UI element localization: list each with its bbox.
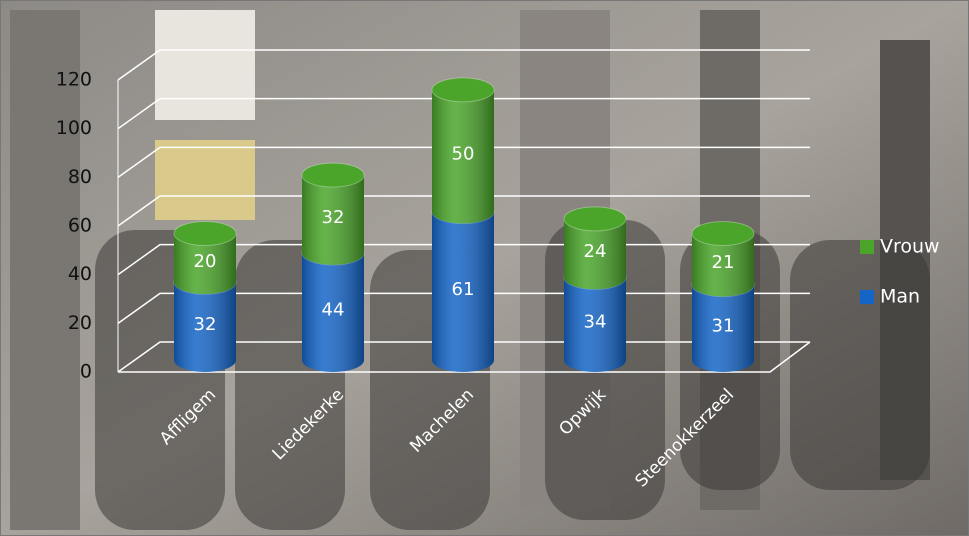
grid-line	[117, 195, 810, 227]
legend-swatch	[860, 290, 874, 304]
floor	[118, 341, 811, 373]
legend-label: Man	[880, 286, 920, 308]
bar-shade	[432, 211, 494, 372]
bar-shade	[692, 233, 754, 297]
y-tick-label: 100	[56, 117, 92, 139]
bar-shade	[432, 89, 494, 224]
bar-top	[301, 162, 365, 188]
bar-top	[563, 206, 627, 232]
bar-top	[173, 220, 237, 246]
y-tick-label: 60	[68, 215, 92, 237]
cylinder-segment	[563, 206, 627, 290]
grid-line	[117, 146, 810, 178]
poster	[155, 140, 255, 220]
y-tick-label: 0	[80, 361, 92, 383]
value-label: 44	[322, 299, 345, 320]
grid-line	[117, 49, 810, 81]
bar-shade	[564, 218, 626, 290]
y-tick-label: 40	[68, 263, 92, 285]
value-label: 34	[584, 312, 607, 333]
value-label: 32	[322, 207, 345, 228]
bar-top	[691, 220, 755, 246]
value-label: 20	[194, 251, 217, 272]
legend-swatch	[860, 240, 874, 254]
value-label: 24	[584, 241, 607, 262]
bar-shade	[302, 252, 364, 372]
cylinder-segment	[691, 220, 755, 297]
legend-label: Vrouw	[880, 236, 940, 258]
grid-line	[117, 97, 810, 130]
bar-shade	[692, 284, 754, 372]
cylinder-segment	[173, 220, 237, 295]
value-label: 32	[194, 314, 217, 335]
wall	[10, 10, 80, 530]
value-label: 50	[452, 144, 475, 165]
value-label: 61	[452, 279, 475, 300]
cylinder-segment	[301, 240, 365, 372]
bar-shade	[174, 282, 236, 372]
y-tick-label: 20	[68, 312, 92, 334]
value-label: 21	[712, 252, 735, 273]
cylinder-segment	[431, 77, 495, 224]
bar-shade	[302, 175, 364, 265]
cylinder-segment	[301, 162, 365, 265]
bar-shade	[174, 233, 236, 295]
y-tick-label: 120	[56, 69, 92, 91]
sign	[155, 10, 255, 120]
bar-top	[431, 77, 495, 103]
y-tick-label: 80	[68, 166, 92, 188]
bar-shade	[564, 277, 626, 372]
value-label: 31	[712, 315, 735, 336]
cylinder-segment	[563, 264, 627, 372]
